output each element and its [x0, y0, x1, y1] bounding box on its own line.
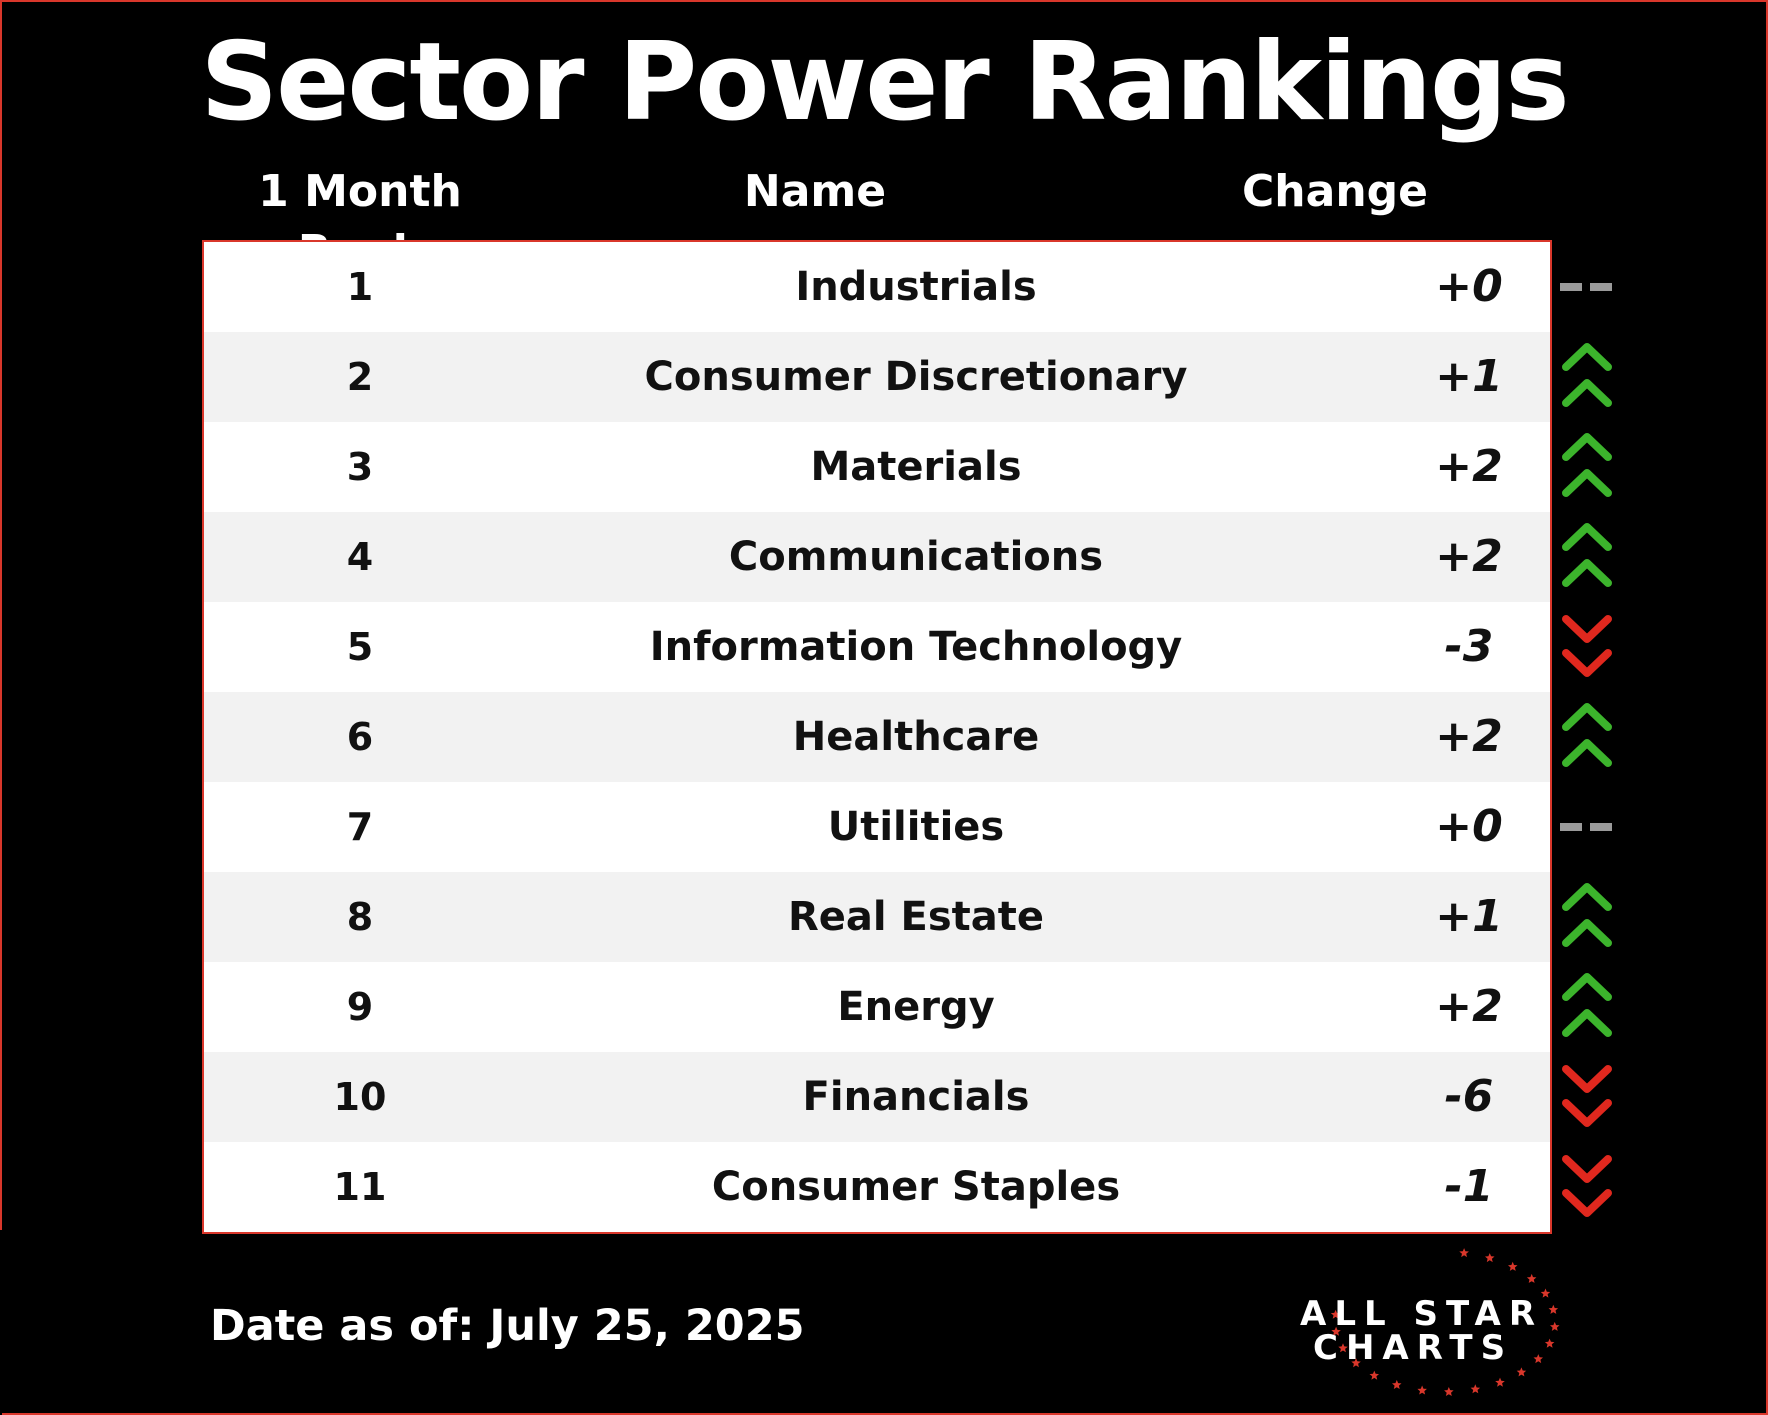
rank-cell: 5	[346, 625, 374, 669]
rank-cell: 10	[333, 1075, 387, 1119]
change-cell: +1	[1435, 891, 1503, 942]
change-cell: +0	[1435, 801, 1503, 852]
sector-name-cell: Materials	[810, 444, 1022, 490]
table-row: 8 Real Estate +1	[204, 872, 1550, 962]
header-name: Name	[743, 166, 887, 217]
double-chevron-down-icon	[1560, 1147, 1614, 1227]
table-row: 9 Energy +2	[204, 962, 1550, 1052]
double-chevron-up-icon	[1560, 967, 1614, 1047]
sector-name-cell: Financials	[802, 1074, 1030, 1120]
rank-cell: 2	[346, 355, 374, 399]
rank-cell: 8	[346, 895, 374, 939]
change-cell: +2	[1435, 711, 1503, 762]
sector-name-cell: Utilities	[827, 804, 1005, 850]
date-label: Date as of: July 25, 2025	[210, 1301, 805, 1351]
sector-name-cell: Industrials	[795, 264, 1037, 310]
table-row: 1 Industrials +0	[204, 242, 1550, 332]
rank-cell: 6	[346, 715, 374, 759]
sector-name-cell: Real Estate	[787, 894, 1045, 940]
frame-gap	[0, 1230, 2, 1415]
rank-cell: 11	[333, 1165, 387, 1209]
change-cell: +2	[1435, 441, 1503, 492]
sector-name-cell: Energy	[837, 984, 995, 1030]
change-cell: -3	[1444, 621, 1494, 672]
double-chevron-up-icon	[1560, 877, 1614, 957]
rank-cell: 1	[346, 265, 374, 309]
table-row: 6 Healthcare +2	[204, 692, 1550, 782]
change-cell: +0	[1435, 261, 1503, 312]
rank-cell: 3	[346, 445, 374, 489]
table-row: 7 Utilities +0	[204, 782, 1550, 872]
table-row: 4 Communications +2	[204, 512, 1550, 602]
sector-name-cell: Communications	[728, 534, 1104, 580]
change-cell: +2	[1435, 531, 1503, 582]
double-chevron-up-icon	[1560, 337, 1614, 417]
change-cell: -6	[1444, 1071, 1494, 1122]
table-row: 3 Materials +2	[204, 422, 1550, 512]
logo-star-ring	[1330, 1248, 1560, 1396]
rank-cell: 4	[346, 535, 374, 579]
logo-line-1: ALL STAR	[1300, 1294, 1544, 1334]
header-change: Change	[1242, 166, 1428, 217]
table-row: 5 Information Technology -3	[204, 602, 1550, 692]
change-cell: +1	[1435, 351, 1503, 402]
rankings-table: 1 Industrials +0 2 Consumer Discretionary +1 3…	[202, 240, 1552, 1234]
double-dash-icon	[1560, 247, 1614, 327]
sector-name-cell: Healthcare	[792, 714, 1040, 760]
logo-line-2: CHARTS	[1313, 1328, 1514, 1368]
page-title: Sector Power Rankings	[200, 20, 1569, 145]
rank-cell: 9	[346, 985, 374, 1029]
change-cell: -1	[1444, 1161, 1494, 1212]
table-row: 2 Consumer Discretionary +1	[204, 332, 1550, 422]
double-dash-icon	[1560, 787, 1614, 867]
rank-cell: 7	[346, 805, 374, 849]
double-chevron-up-icon	[1560, 427, 1614, 507]
change-cell: +2	[1435, 981, 1503, 1032]
sector-name-cell: Consumer Discretionary	[644, 354, 1188, 400]
all-star-charts-logo: ALL STAR CHARTS	[1285, 1240, 1575, 1400]
double-chevron-down-icon	[1560, 607, 1614, 687]
sector-name-cell: Consumer Staples	[711, 1164, 1121, 1210]
double-chevron-up-icon	[1560, 697, 1614, 777]
double-chevron-up-icon	[1560, 517, 1614, 597]
sector-name-cell: Information Technology	[649, 624, 1183, 670]
table-row: 11 Consumer Staples -1	[204, 1142, 1550, 1232]
double-chevron-down-icon	[1560, 1057, 1614, 1137]
table-row: 10 Financials -6	[204, 1052, 1550, 1142]
